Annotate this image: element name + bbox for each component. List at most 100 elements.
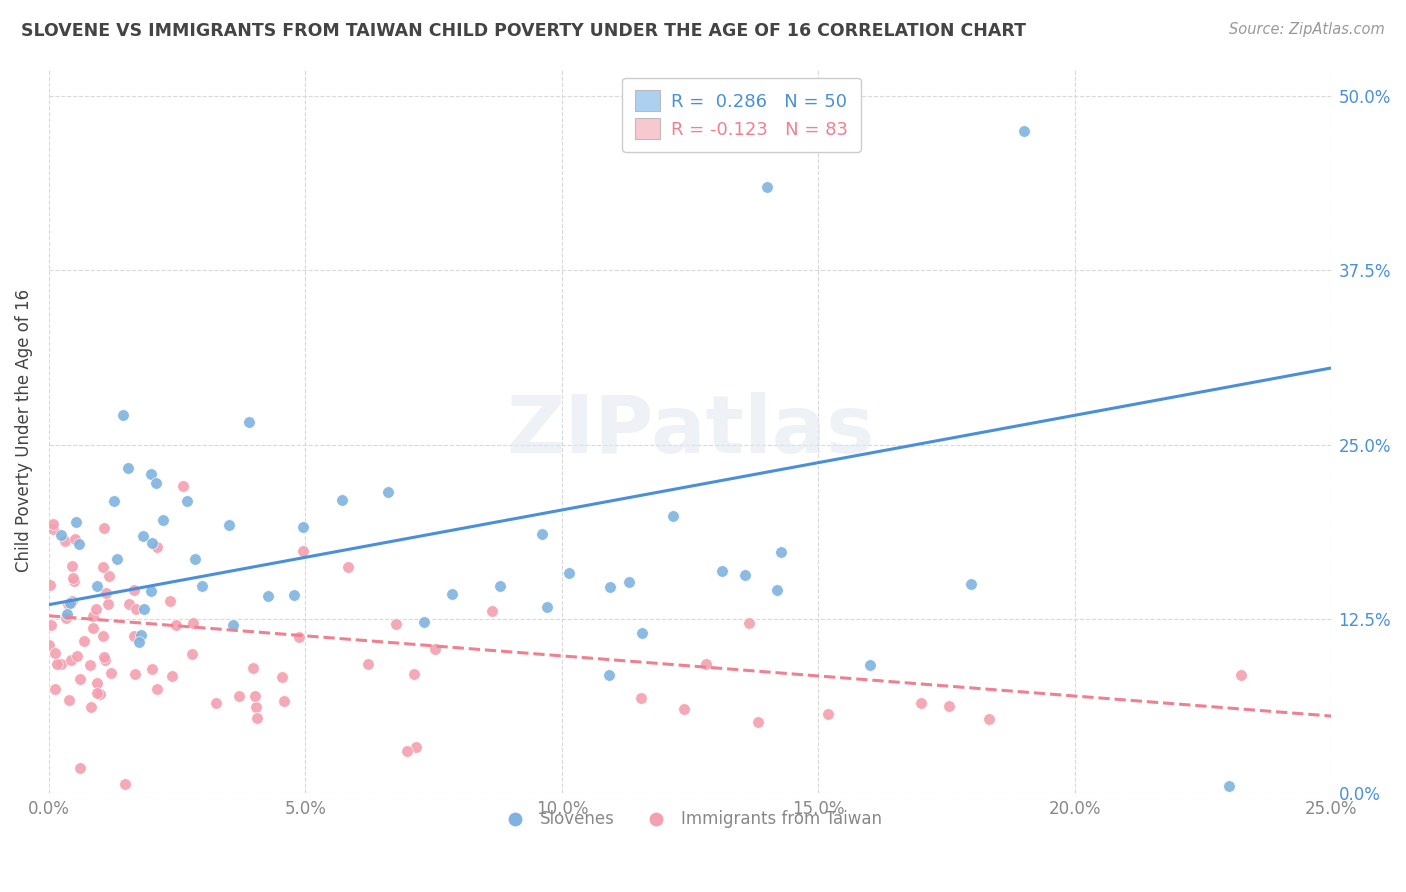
Point [67,537,90,551]
Point [218,518,240,533]
Point [114,776,136,790]
Point [60,653,83,667]
Point [531,527,554,541]
Point [86,602,108,616]
Point [86,579,108,593]
Point [82,609,104,624]
Point [58,597,80,611]
Point [63,532,86,546]
Point [710,564,733,578]
Point [94,653,117,667]
Point [631,626,654,640]
Point [756,180,779,194]
Point [770,545,793,559]
Point [39,577,62,591]
Point [662,508,685,523]
Point [489,579,512,593]
Point [242,661,264,675]
Point [62,574,84,588]
Point [60,594,83,608]
Point [766,582,789,597]
Point [536,599,558,614]
Point [122,629,145,643]
Point [243,689,266,703]
Point [599,580,621,594]
Point [246,711,269,725]
Point [42,522,65,536]
Point [357,657,380,671]
Point [181,647,204,661]
Point [673,702,696,716]
Point [91,559,114,574]
Point [146,540,169,554]
Point [141,467,163,482]
Text: Source: ZipAtlas.com: Source: ZipAtlas.com [1229,22,1385,37]
Point [1012,124,1035,138]
Point [738,616,761,631]
Point [402,666,425,681]
Point [734,567,756,582]
Point [73,633,96,648]
Point [292,520,315,534]
Point [118,597,141,611]
Point [132,602,155,616]
Point [395,744,418,758]
Point [55,611,77,625]
Point [191,579,214,593]
Point [271,669,294,683]
Point [44,646,66,660]
Point [377,485,399,500]
Point [105,552,128,566]
Point [89,687,111,701]
Point [330,493,353,508]
Point [695,657,717,671]
Point [100,665,122,680]
Point [132,529,155,543]
Point [162,669,184,683]
Point [256,590,278,604]
Point [283,588,305,602]
Point [145,475,167,490]
Point [238,415,260,429]
Point [125,601,148,615]
Point [222,618,245,632]
Point [69,761,91,775]
Y-axis label: Child Poverty Under the Age of 16: Child Poverty Under the Age of 16 [15,289,32,572]
Point [481,604,503,618]
Point [69,672,91,686]
Point [49,657,72,671]
Point [960,577,983,591]
Point [337,560,360,574]
Point [49,528,72,542]
Point [859,657,882,672]
Point [91,629,114,643]
Point [94,585,117,599]
Point [139,583,162,598]
Point [80,700,103,714]
Text: ZIPatlas: ZIPatlas [506,392,875,469]
Point [79,658,101,673]
Point [97,597,120,611]
Point [423,641,446,656]
Point [181,616,204,631]
Point [558,566,581,581]
Point [228,689,250,703]
Point [413,615,436,630]
Point [291,544,314,558]
Point [124,667,146,681]
Point [938,698,960,713]
Point [117,460,139,475]
Point [45,657,67,672]
Point [184,552,207,566]
Point [385,617,408,632]
Point [97,569,120,583]
Point [1218,779,1240,793]
Point [176,494,198,508]
Point [60,559,83,574]
Point [172,479,194,493]
Point [817,706,839,721]
Point [65,515,87,529]
Point [977,712,1000,726]
Point [165,617,187,632]
Point [86,686,108,700]
